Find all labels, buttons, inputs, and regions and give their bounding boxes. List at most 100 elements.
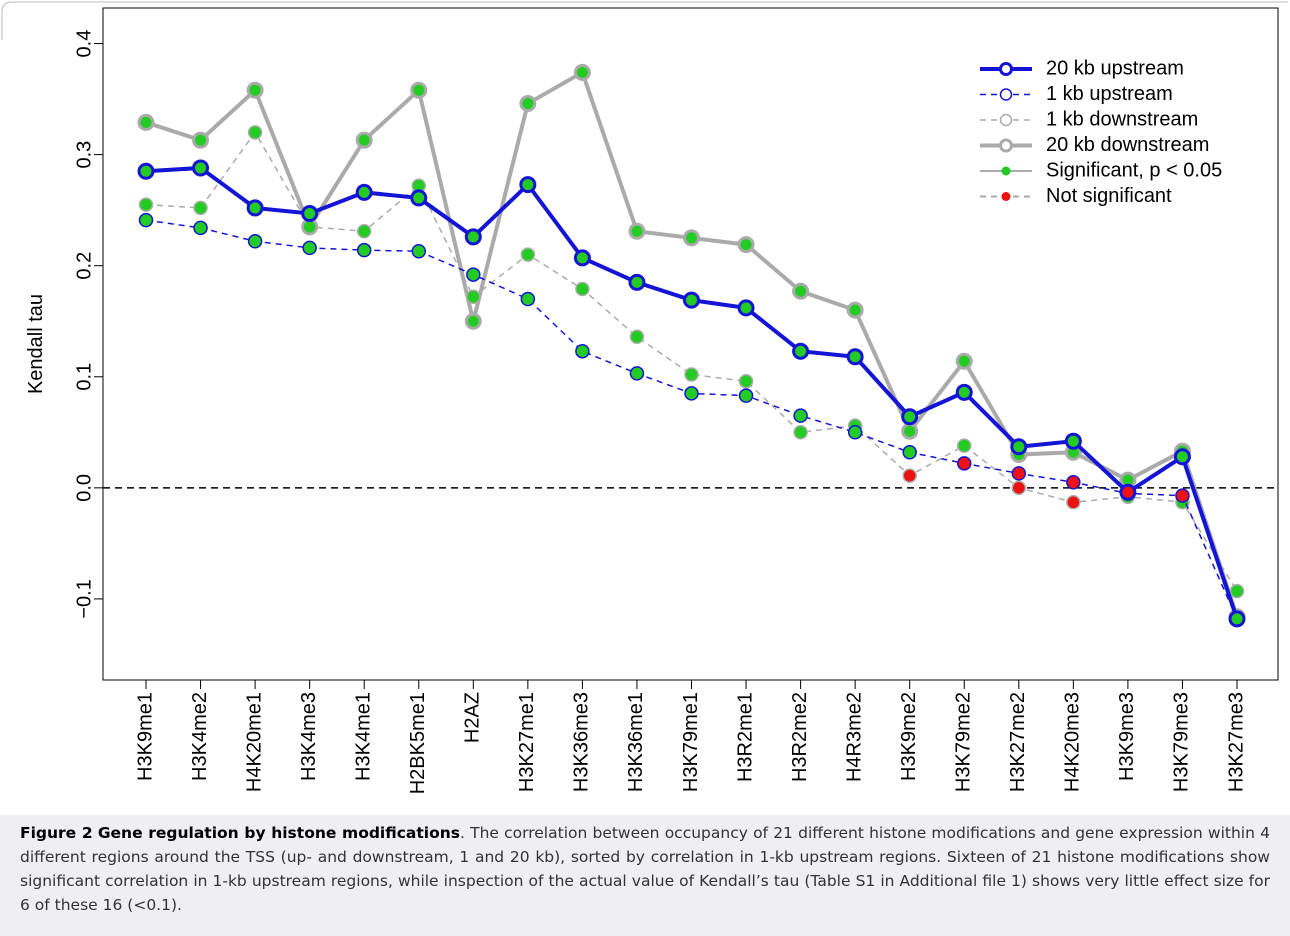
- series-line: [145, 219, 1238, 620]
- data-point: [793, 425, 808, 440]
- data-point: [247, 234, 263, 249]
- data-point: [629, 329, 645, 345]
- x-tick-label: H4K20me3: [1062, 692, 1084, 792]
- y-axis-label: Kendall tau: [25, 294, 47, 394]
- data-point: [302, 240, 317, 256]
- data-point: [738, 373, 754, 389]
- data-point: [573, 63, 591, 81]
- x-tick-label: H3K79me2: [953, 692, 975, 792]
- data-point: [738, 388, 754, 403]
- data-point: [957, 438, 972, 453]
- data-point: [847, 425, 863, 440]
- data-point: [193, 220, 208, 236]
- data-point: [137, 113, 155, 131]
- data-point: [1066, 475, 1081, 490]
- data-point: [684, 367, 699, 382]
- legend-marker: [999, 62, 1013, 76]
- data-point: [957, 456, 972, 471]
- data-point: [1064, 432, 1082, 450]
- data-point: [737, 299, 755, 317]
- data-point: [1229, 583, 1245, 599]
- y-tick-label: 0.0: [73, 474, 95, 502]
- data-point: [356, 224, 372, 239]
- data-point: [573, 249, 591, 267]
- y-tick-label: 0.2: [73, 252, 95, 280]
- x-tick-label: H3K79me1: [680, 692, 702, 792]
- x-tick-label: H3R2me1: [734, 692, 756, 782]
- data-point: [792, 342, 810, 360]
- data-point: [628, 222, 646, 240]
- x-tick-label: H3K9me2: [898, 692, 920, 781]
- y-tick-label: 0.1: [73, 363, 95, 391]
- x-tick-label: H3K36me3: [571, 692, 593, 792]
- data-point: [793, 408, 808, 423]
- data-point: [901, 408, 919, 426]
- data-point: [356, 242, 372, 258]
- y-tick-label: 0.3: [73, 141, 95, 169]
- data-point: [792, 282, 810, 300]
- x-tick-label: H3K9me3: [1116, 692, 1138, 781]
- data-point: [302, 219, 317, 235]
- data-point: [410, 189, 428, 207]
- data-point: [355, 183, 373, 201]
- legend-marker: [1001, 192, 1011, 201]
- data-point: [683, 229, 700, 247]
- data-point: [1173, 448, 1191, 466]
- data-point: [1010, 438, 1028, 456]
- data-point: [246, 199, 264, 217]
- caption: Figure 2 Gene regulation by histone modi…: [0, 815, 1290, 936]
- y-tick-label: 0.4: [73, 30, 95, 58]
- data-point: [1011, 480, 1027, 496]
- data-point: [193, 200, 208, 216]
- data-point: [1228, 610, 1246, 628]
- legend-label: 1 kb downstream: [1046, 108, 1198, 130]
- frame: [1, 1, 1288, 40]
- x-tick-label: H4K20me1: [243, 692, 265, 792]
- x-tick-label: H3K27me2: [1007, 692, 1029, 792]
- caption-title: Gene regulation by histone modifications: [97, 824, 461, 842]
- data-point: [1119, 483, 1137, 501]
- data-point: [1175, 488, 1190, 503]
- data-point: [902, 445, 917, 460]
- data-point: [519, 95, 537, 113]
- legend-marker: [1001, 166, 1011, 176]
- data-point: [846, 348, 864, 366]
- data-point: [192, 159, 210, 177]
- data-point: [464, 228, 482, 246]
- series-line: [145, 131, 1238, 592]
- data-point: [902, 468, 917, 483]
- x-tick-label: H3K79me3: [1171, 692, 1193, 792]
- caption-label: Figure 2: [20, 824, 93, 842]
- data-point: [464, 312, 482, 330]
- y-tick-label: −0.1: [73, 579, 95, 618]
- chart: Kendall tau −0.1 0.0 0.1 0.2 0.3 0.4 H3K9me1 H3…: [1, 1, 1288, 794]
- plot-frame: [102, 7, 1279, 681]
- legend-label: 1 kb upstream: [1046, 83, 1173, 105]
- data-point: [411, 244, 426, 259]
- x-tick-label: H3K4me2: [189, 692, 211, 781]
- data-point: [628, 273, 646, 291]
- data-point: [137, 162, 155, 180]
- x-tick-label: H2BK5me1: [407, 692, 429, 794]
- data-point: [466, 267, 481, 282]
- data-point: [519, 176, 537, 194]
- data-point: [575, 281, 590, 297]
- data-point: [683, 291, 700, 309]
- data-point: [901, 422, 919, 440]
- data-point: [846, 301, 864, 319]
- x-tick-label: H3R2me2: [789, 692, 811, 782]
- x-tick-label: H3K9me1: [134, 692, 156, 781]
- legend-label: 20 kb upstream: [1046, 57, 1184, 79]
- data-point: [246, 81, 264, 99]
- x-tick-label: H3K27me1: [516, 692, 538, 792]
- legend-marker: [999, 113, 1013, 127]
- data-point: [575, 343, 590, 359]
- data-point: [955, 383, 973, 401]
- legend-label: Significant, p < 0.05: [1046, 159, 1222, 181]
- legend-marker: [999, 138, 1013, 153]
- x-tick-label: H4R3me2: [843, 692, 865, 782]
- data-point: [247, 125, 263, 140]
- data-point: [138, 197, 154, 212]
- x-tick-label: H3K36me1: [625, 692, 647, 792]
